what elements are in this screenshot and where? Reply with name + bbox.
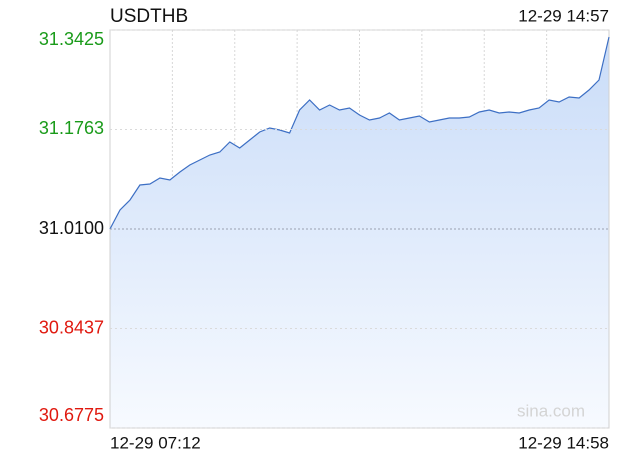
chart-title: USDTHB [110, 6, 188, 27]
y-tick-label: 30.8437 [39, 317, 104, 337]
y-tick-label: 30.6775 [39, 405, 104, 425]
x-tick-label: 12-29 07:12 [110, 433, 201, 452]
watermark: sina.com [517, 401, 585, 420]
y-tick-label: 31.3425 [39, 29, 104, 49]
price-line [109, 36, 610, 230]
timestamp: 12-29 14:57 [518, 6, 609, 25]
area [110, 37, 609, 428]
y-tick-label: 31.1763 [39, 118, 104, 138]
y-tick-label: 31.0100 [39, 218, 104, 238]
x-tick-label: 12-29 14:58 [518, 433, 609, 452]
